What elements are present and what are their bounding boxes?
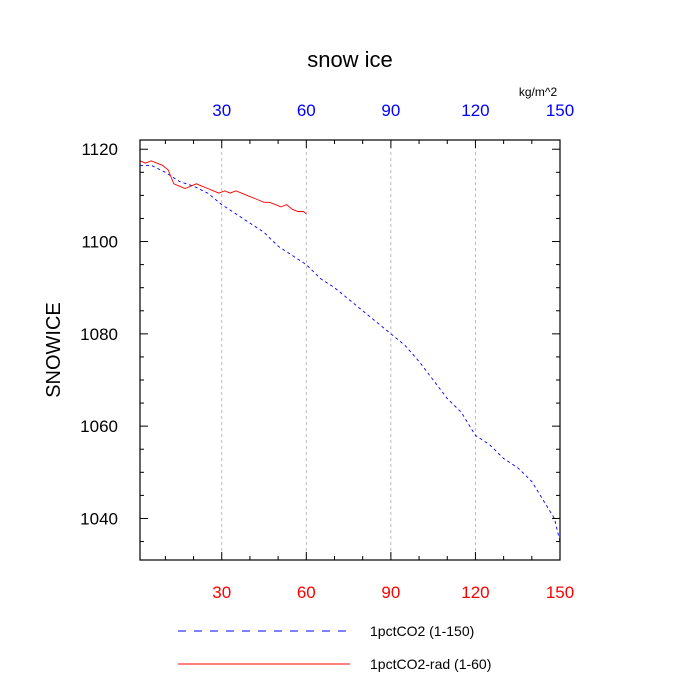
x-tick-label-bottom: 90 <box>381 583 400 602</box>
chart-title: snow ice <box>307 47 393 72</box>
series-line-1 <box>140 164 561 542</box>
plot-frame <box>139 139 561 561</box>
y-axis-label: SNOWICE <box>43 302 65 398</box>
x-tick-label-bottom: 30 <box>212 583 231 602</box>
axis-ticks: 30 30 60 60 90 90 120 120 150 150 1040 1060 1080 1100… <box>80 101 574 602</box>
x-tick-label-top: 120 <box>461 101 489 120</box>
top-axis-unit-label: kg/m^2 <box>519 85 558 99</box>
series-line-2 <box>139 160 307 215</box>
x-tick-label-bottom: 120 <box>461 583 489 602</box>
legend-label-1: 1pctCO2 (1-150) <box>370 623 474 639</box>
x-tick-label-top: 150 <box>546 101 574 120</box>
grid <box>221 140 476 560</box>
y-tick-label: 1120 <box>81 140 118 159</box>
series-lines <box>139 160 561 542</box>
y-tick-label: 1100 <box>81 233 118 252</box>
x-tick-label-top: 30 <box>212 101 231 120</box>
x-tick-label-top: 60 <box>297 101 316 120</box>
x-tick-label-bottom: 60 <box>297 583 316 602</box>
y-tick-label: 1080 <box>80 325 118 344</box>
x-tick-label-bottom: 150 <box>546 583 574 602</box>
legend-label-2: 1pctCO2-rad (1-60) <box>370 656 491 672</box>
legend: 1pctCO2 (1-150) 1pctCO2-rad (1-60) <box>178 623 491 672</box>
y-tick-label: 1040 <box>80 509 118 528</box>
y-tick-label: 1060 <box>80 417 118 436</box>
x-tick-label-top: 90 <box>381 101 400 120</box>
